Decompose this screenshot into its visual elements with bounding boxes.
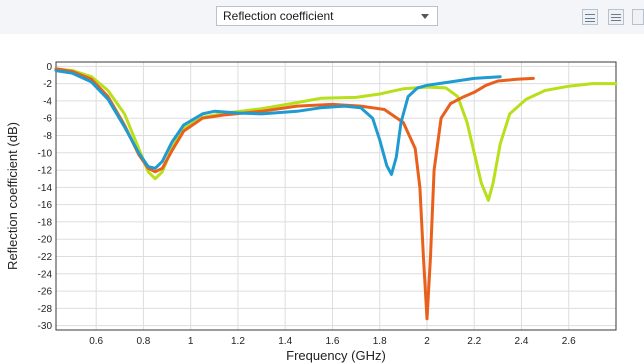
chevron-down-icon <box>421 14 429 19</box>
y-axis-title: Reflection coefficient (dB) <box>5 122 20 270</box>
x-tick-label: 2 <box>424 336 430 347</box>
y-tick-label: -28 <box>38 304 53 315</box>
data-series <box>54 67 618 321</box>
y-tick-label: -22 <box>38 252 53 263</box>
x-tick-label: 1 <box>188 336 194 347</box>
x-tick-label: 1.8 <box>373 336 387 347</box>
y-tick-label: -2 <box>43 79 52 90</box>
y-tick-label: -14 <box>38 183 53 194</box>
plot-area-frame <box>55 61 617 331</box>
y-tick-label: -16 <box>38 200 53 211</box>
y-tick-label: -24 <box>38 269 53 280</box>
reflection-coefficient-chart: 0.6 0.8 1 1.2 1.4 1.6 1.8 2 2.2 2.4 2.6 0 -2 -4 -6 -8 -1… <box>5 61 618 363</box>
y-tick-label: -26 <box>38 287 53 298</box>
x-tick-label: 1.2 <box>231 336 245 347</box>
y-tick-label: 0 <box>46 62 52 73</box>
y-tick-label: -20 <box>38 235 53 246</box>
chart-view-icon[interactable] <box>632 9 644 25</box>
result-type-dropdown[interactable]: Reflection coefficient <box>216 6 438 26</box>
x-tick-label: 0.6 <box>89 336 103 347</box>
y-tick-label: -4 <box>43 96 52 107</box>
y-tick-label: -8 <box>43 131 52 142</box>
x-tick-label: 2.6 <box>562 336 576 347</box>
series-line-1 <box>54 67 618 202</box>
y-tick-label: -30 <box>38 321 53 332</box>
tick-labels: 0.6 0.8 1 1.2 1.4 1.6 1.8 2 2.2 2.4 2.6 0 -2 -4 -6 -8 -1… <box>38 62 577 347</box>
chart-toolbar: Reflection coefficient <box>0 0 644 34</box>
y-tick-label: -10 <box>38 148 53 159</box>
y-tick-label: -6 <box>43 114 52 125</box>
legend-icon[interactable] <box>608 9 624 25</box>
x-tick-label: 1.4 <box>278 336 292 347</box>
y-tick-label: -12 <box>38 166 53 177</box>
x-tick-label: 1.6 <box>326 336 340 347</box>
x-tick-label: 2.2 <box>467 336 481 347</box>
series-line-3 <box>54 69 502 176</box>
x-tick-label: 0.8 <box>136 336 150 347</box>
y-tick-label: -18 <box>38 217 53 228</box>
grid-lines <box>56 62 616 330</box>
x-axis-title: Frequency (GHz) <box>286 348 386 363</box>
result-type-selected-value: Reflection coefficient <box>223 9 334 23</box>
x-tick-label: 2.4 <box>515 336 529 347</box>
chart-settings-icon[interactable] <box>582 9 598 25</box>
